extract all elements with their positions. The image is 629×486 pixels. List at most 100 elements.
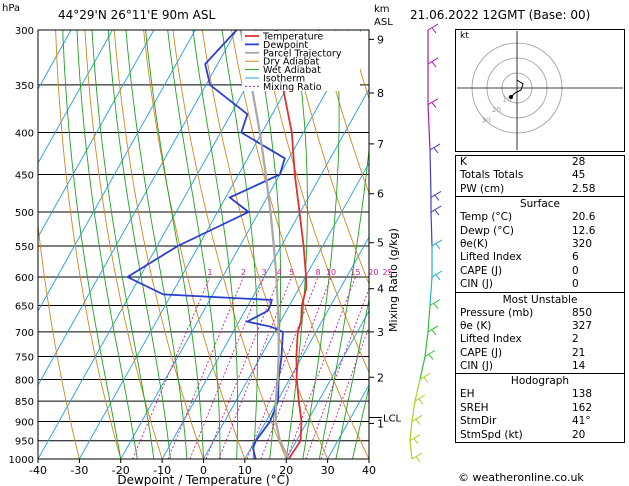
surface-value: 12.6	[572, 224, 596, 237]
wet-adiabat	[107, 30, 171, 459]
wet-adiabat	[76, 30, 138, 459]
wind-profile-line	[429, 149, 432, 198]
surface-row: CAPE (J) 0	[456, 265, 624, 278]
index-value: 45	[572, 169, 586, 182]
surface-value: 20.6	[572, 211, 596, 224]
mu-label: Pressure (mb)	[460, 306, 534, 319]
hodograph-ring-label: 30	[482, 117, 491, 125]
wind-barb-flag	[435, 243, 441, 250]
most-unstable-title: Most Unstable	[502, 293, 578, 306]
surface-value: 0	[572, 264, 579, 277]
hodo-value: 138	[572, 388, 593, 401]
x-tick-label: 0	[200, 464, 207, 477]
mu-value: 14	[572, 360, 586, 373]
dry-adiabat	[319, 30, 369, 195]
background-lines	[38, 30, 369, 459]
pressure-tick-label: 800	[15, 375, 34, 386]
legend-label: Dewpoint	[263, 40, 308, 51]
index-label: K	[460, 156, 467, 168]
mu-label: Lifted Index	[460, 333, 522, 346]
wind-barb	[409, 434, 421, 442]
wet-adiabat	[221, 30, 258, 459]
km-tick-label: 3	[377, 326, 384, 339]
storm-motion-marker	[509, 95, 513, 99]
km-tick-label: 6	[377, 188, 384, 201]
pressure-tick-label: 500	[15, 208, 34, 219]
isotherm-line	[38, 30, 72, 91]
hodo-row: StmDir 41°	[456, 415, 624, 428]
wind-barb-flag	[431, 102, 437, 109]
wind-barb-flag	[413, 438, 419, 445]
hpa-label: hPa	[2, 3, 21, 14]
x-axis-label: Dewpoint / Temperature (°C)	[117, 473, 289, 486]
hodograph-ring-label: 10	[503, 96, 512, 104]
wind-barb-flag	[433, 303, 439, 309]
wind-barb	[430, 205, 442, 213]
wind-barb	[429, 299, 441, 306]
wind-profile-line	[411, 401, 416, 422]
surface-title: Surface	[519, 198, 560, 211]
wind-profile-line	[427, 104, 431, 150]
surface-row: Dewp (°C) 12.6	[456, 225, 624, 238]
pressure-tick-label: 300	[15, 26, 34, 37]
hodo-row: SREH 162	[456, 402, 624, 415]
wet-adiabat	[192, 30, 239, 459]
hodo-label: SREH	[460, 401, 489, 414]
hodograph-trace	[511, 79, 524, 97]
dry-adiabat	[172, 30, 287, 459]
location-title: 44°29'N 26°11'E 90m ASL	[58, 8, 216, 22]
mixing-ratio-label: 8	[315, 268, 320, 277]
x-tick-label: -40	[29, 464, 47, 477]
most-unstable-section: Most Unstable Pressure (mb) 850 θe (K) 327…	[456, 291, 624, 374]
series-temperature	[275, 30, 308, 459]
mixing-ratio-line	[189, 276, 265, 459]
mu-row: CIN (J) 14	[456, 360, 624, 373]
isotherm-line	[161, 88, 369, 459]
surface-label: Temp (°C)	[460, 211, 513, 224]
wet-adiabat	[318, 146, 369, 459]
isotherm-line	[38, 30, 113, 165]
surface-row: Lifted Index 6	[456, 251, 624, 264]
wind-barb	[427, 57, 439, 65]
wind-barb	[431, 239, 443, 247]
hodograph-title: Hodograph	[510, 375, 570, 388]
wind-barb-flag	[435, 274, 441, 281]
labels: 3003504004505005506006507007508008509009…	[9, 26, 402, 486]
hodo-value: 162	[572, 401, 593, 414]
hodo-row: EH 138	[456, 388, 624, 401]
series-dewpoint	[125, 30, 286, 459]
pressure-tick-label: 550	[15, 242, 34, 253]
wind-barb-flag	[434, 195, 440, 201]
series-parcel-trajectory	[239, 30, 290, 459]
wind-barb	[411, 452, 423, 460]
mu-row: Lifted Index 2	[456, 333, 624, 346]
wet-adiabat	[335, 297, 369, 459]
surface-section: Surface Temp (°C) 20.6 Dewp (°C) 12.6 θe(K…	[456, 196, 624, 291]
hodograph-ring-label: 20	[492, 106, 501, 114]
datetime-title: 21.06.2022 12GMT (Base: 00)	[410, 8, 591, 22]
surface-label: θe(K)	[460, 237, 488, 250]
wind-barb-flag	[415, 456, 421, 463]
pressure-tick-label: 850	[15, 397, 34, 408]
wind-barb	[411, 415, 423, 422]
dry-adiabat	[143, 30, 246, 459]
wind-barb	[430, 191, 442, 198]
isotherm-line	[285, 310, 369, 459]
mixing-ratio-label: 10	[326, 268, 336, 277]
index-row-tt: Totals Totals 45	[456, 169, 624, 182]
dry-adiabat	[113, 30, 204, 459]
asl-label: ASL	[374, 17, 393, 28]
index-value: 28	[572, 156, 586, 168]
mixing-ratio-label: 5	[289, 268, 294, 277]
mu-label: θe (K)	[460, 319, 492, 332]
index-label: Totals Totals	[460, 169, 524, 182]
pressure-tick-label: 650	[15, 302, 34, 313]
pressure-tick-label: 350	[15, 81, 34, 92]
mixing-ratio-line	[320, 325, 369, 459]
isotherm-line	[78, 30, 320, 459]
wind-barb	[431, 270, 443, 278]
wind-profile	[409, 23, 443, 463]
x-tick-label: 40	[362, 464, 376, 477]
